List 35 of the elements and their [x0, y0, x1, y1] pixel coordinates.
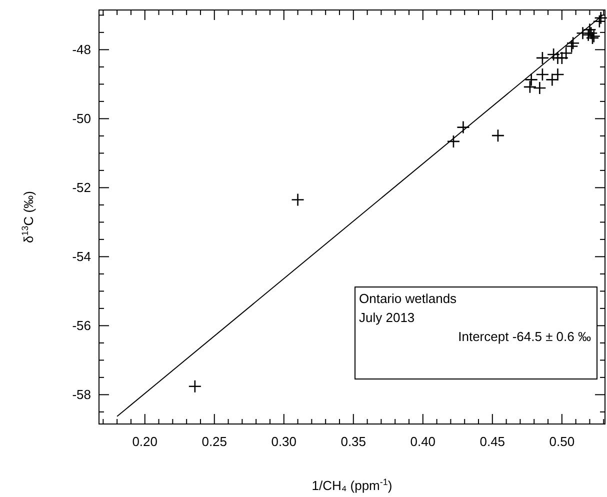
- point: [536, 68, 550, 82]
- x-tick-label: 0.20: [132, 434, 158, 449]
- annotation: Ontario wetlands: [359, 291, 458, 306]
- point: [188, 380, 202, 394]
- point: [592, 14, 606, 28]
- x-tick-label: 0.35: [340, 434, 366, 449]
- x-tick-label: 0.25: [202, 434, 228, 449]
- x-tick-label: 0.30: [271, 434, 297, 449]
- point: [546, 48, 560, 62]
- x-tick-label: 0.45: [480, 434, 506, 449]
- point: [566, 36, 580, 50]
- annotation: Intercept -64.5 ± 0.6 ‰: [458, 329, 591, 344]
- point: [564, 40, 578, 53]
- point: [291, 193, 304, 206]
- point: [551, 68, 564, 82]
- point: [491, 128, 505, 142]
- y-tick-label: -48: [72, 42, 91, 58]
- point: [456, 120, 470, 134]
- y-tick-label: -56: [72, 318, 91, 334]
- y-tick-label: -54: [72, 249, 91, 264]
- y-tick-label: -52: [72, 180, 91, 196]
- point: [594, 11, 607, 25]
- point: [584, 26, 598, 40]
- annotation: July 2013: [359, 310, 415, 325]
- point: [546, 73, 559, 86]
- point: [446, 134, 460, 148]
- y-tick-label: -50: [72, 111, 91, 126]
- point: [555, 51, 569, 65]
- x-tick-label: 0.40: [410, 434, 436, 449]
- x-tick-label: 0.50: [549, 434, 575, 449]
- y-tick-label: -58: [72, 387, 91, 402]
- point: [559, 46, 573, 60]
- x-axis-title: 1/CH₄ (ppm$^{-1}$): [312, 477, 392, 493]
- point: [536, 51, 550, 65]
- point: [523, 80, 537, 94]
